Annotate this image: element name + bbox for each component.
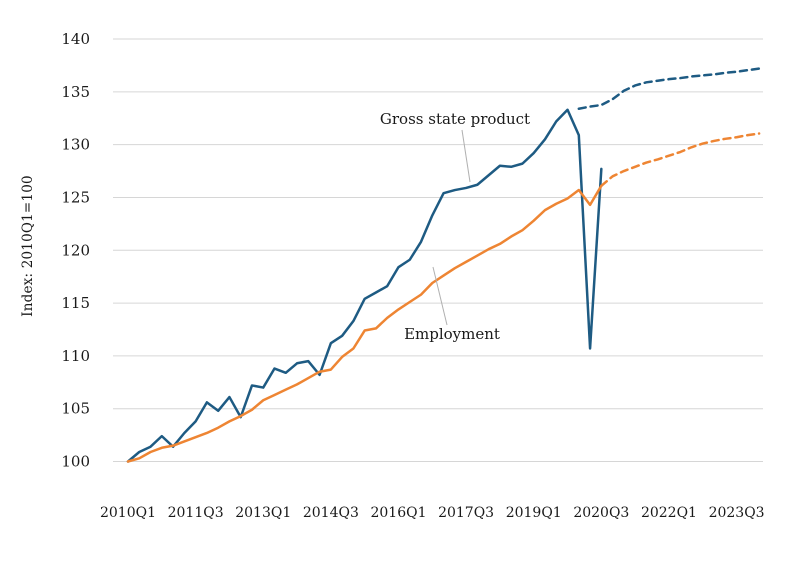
series-lines — [126, 67, 761, 463]
gsp-label-leader-line — [461, 129, 471, 183]
y-tick-label-115: 115 — [61, 294, 90, 312]
employment-forecast-line — [600, 132, 761, 188]
gridlines — [113, 38, 763, 462]
x-tick-label-2017Q3: 2017Q3 — [438, 505, 494, 521]
y-tick-label-125: 125 — [61, 188, 90, 206]
x-tick-label-2022Q1: 2022Q1 — [641, 505, 697, 521]
y-tick-label-105: 105 — [61, 400, 90, 418]
y-axis-title: Index: 2010Q1=100 — [20, 175, 36, 317]
x-tick-label-2019Q1: 2019Q1 — [506, 505, 562, 521]
gsp-label: Gross state product — [380, 110, 530, 128]
x-tick-label-2023Q3: 2023Q3 — [709, 505, 765, 521]
y-axis-tick-labels: 100 105 110 115 120 125 130 135 140 — [61, 30, 90, 471]
x-tick-label-2016Q1: 2016Q1 — [370, 505, 426, 521]
gross-state-product-line — [126, 108, 603, 463]
y-tick-label-120: 120 — [61, 241, 90, 259]
employment-line — [126, 184, 603, 463]
series-annotations: Gross state product Employment — [380, 110, 530, 343]
y-tick-label-135: 135 — [61, 83, 90, 101]
gross-state-product-forecast-line — [577, 67, 761, 110]
x-tick-label-2013Q1: 2013Q1 — [235, 505, 291, 521]
x-tick-label-2011Q3: 2011Q3 — [168, 505, 224, 521]
y-tick-label-110: 110 — [61, 347, 90, 365]
y-tick-label-130: 130 — [61, 136, 90, 154]
employment-label: Employment — [404, 325, 500, 343]
x-tick-label-2014Q3: 2014Q3 — [303, 505, 359, 521]
x-tick-label-2020Q3: 2020Q3 — [573, 505, 629, 521]
x-tick-label-2010Q1: 2010Q1 — [100, 505, 156, 521]
y-tick-label-140: 140 — [61, 30, 90, 48]
y-tick-label-100: 100 — [61, 453, 90, 471]
x-axis-tick-labels: 2010Q1 2011Q3 2013Q1 2014Q3 2016Q1 2017Q3 2019… — [100, 505, 765, 521]
employment-label-leader-line — [432, 266, 448, 326]
